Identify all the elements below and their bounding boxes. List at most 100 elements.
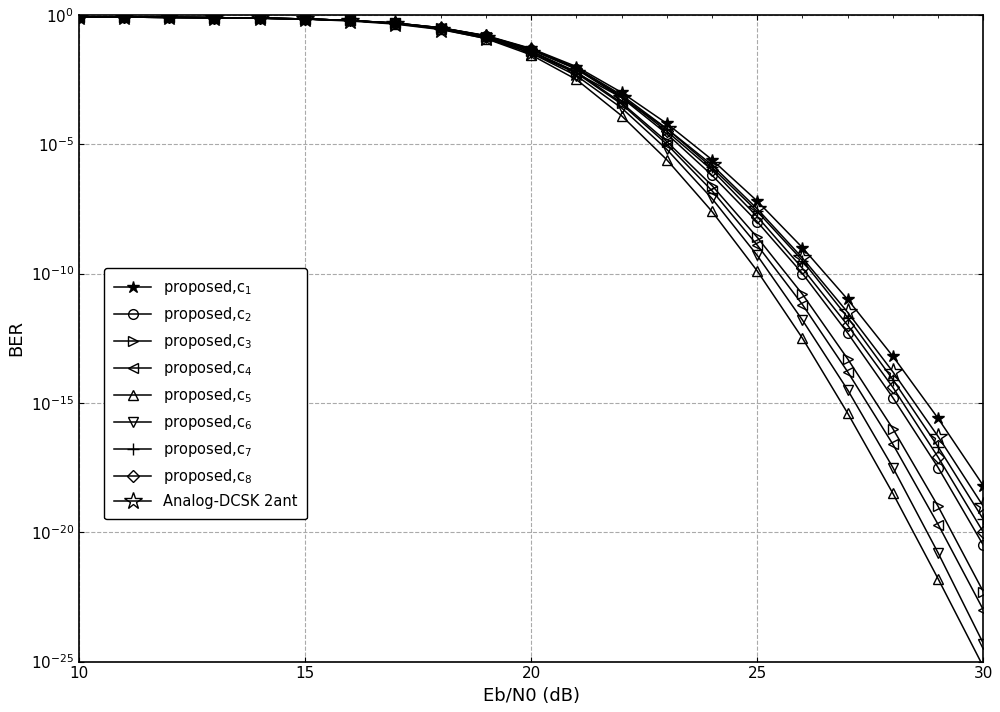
Line: Analog-DCSK 2ant: Analog-DCSK 2ant — [70, 8, 992, 515]
proposed,c$_8$ — [887, 383, 899, 392]
proposed,c$_7$ — [706, 163, 718, 172]
proposed,c$_8$ — [616, 92, 628, 100]
proposed,c$_5$ — [208, 14, 220, 22]
Analog-DCSK 2ant — [299, 15, 311, 23]
Analog-DCSK 2ant — [163, 13, 175, 21]
proposed,c$_6$ — [525, 49, 537, 58]
Analog-DCSK 2ant — [796, 253, 808, 262]
proposed,c$_1$ — [299, 15, 311, 23]
proposed,c$_1$ — [706, 155, 718, 164]
proposed,c$_8$ — [525, 45, 537, 53]
proposed,c$_5$ — [480, 34, 492, 43]
proposed,c$_1$ — [977, 481, 989, 490]
proposed,c$_6$ — [344, 16, 356, 25]
proposed,c$_4$ — [616, 100, 628, 108]
proposed,c$_3$ — [661, 137, 673, 146]
proposed,c$_2$ — [163, 13, 175, 21]
proposed,c$_1$ — [480, 31, 492, 40]
proposed,c$_2$ — [932, 464, 944, 472]
Analog-DCSK 2ant — [208, 14, 220, 22]
proposed,c$_1$ — [932, 414, 944, 423]
proposed,c$_8$ — [751, 212, 763, 221]
proposed,c$_2$ — [570, 65, 582, 73]
proposed,c$_4$ — [435, 24, 447, 33]
proposed,c$_7$ — [344, 16, 356, 25]
Analog-DCSK 2ant — [254, 14, 266, 23]
proposed,c$_3$ — [525, 47, 537, 56]
proposed,c$_4$ — [887, 440, 899, 449]
proposed,c$_7$ — [751, 207, 763, 216]
proposed,c$_4$ — [208, 14, 220, 22]
proposed,c$_4$ — [389, 19, 401, 28]
proposed,c$_6$ — [299, 15, 311, 23]
proposed,c$_6$ — [887, 464, 899, 472]
proposed,c$_8$ — [73, 13, 85, 21]
proposed,c$_6$ — [435, 24, 447, 33]
proposed,c$_4$ — [299, 15, 311, 23]
proposed,c$_1$ — [118, 13, 130, 21]
proposed,c$_8$ — [208, 14, 220, 22]
proposed,c$_5$ — [842, 409, 854, 417]
proposed,c$_5$ — [118, 13, 130, 21]
proposed,c$_5$ — [977, 663, 989, 671]
Analog-DCSK 2ant — [118, 13, 130, 21]
proposed,c$_2$ — [525, 46, 537, 54]
Y-axis label: BER: BER — [7, 320, 25, 356]
proposed,c$_8$ — [344, 16, 356, 25]
proposed,c$_8$ — [796, 264, 808, 273]
proposed,c$_6$ — [73, 13, 85, 21]
proposed,c$_7$ — [163, 13, 175, 21]
X-axis label: Eb/N0 (dB): Eb/N0 (dB) — [483, 687, 580, 705]
proposed,c$_4$ — [525, 47, 537, 56]
proposed,c$_1$ — [525, 44, 537, 53]
Analog-DCSK 2ant — [73, 13, 85, 21]
Analog-DCSK 2ant — [525, 49, 537, 58]
proposed,c$_4$ — [706, 187, 718, 195]
proposed,c$_2$ — [751, 217, 763, 226]
proposed,c$_3$ — [389, 19, 401, 28]
Analog-DCSK 2ant — [706, 161, 718, 169]
proposed,c$_4$ — [751, 241, 763, 249]
proposed,c$_2$ — [480, 32, 492, 41]
proposed,c$_2$ — [208, 14, 220, 22]
proposed,c$_6$ — [163, 13, 175, 21]
proposed,c$_4$ — [118, 13, 130, 21]
proposed,c$_8$ — [932, 453, 944, 461]
proposed,c$_2$ — [796, 269, 808, 278]
proposed,c$_2$ — [73, 13, 85, 21]
Analog-DCSK 2ant — [977, 502, 989, 511]
proposed,c$_4$ — [163, 13, 175, 21]
proposed,c$_6$ — [932, 549, 944, 557]
proposed,c$_3$ — [118, 13, 130, 21]
proposed,c$_7$ — [977, 515, 989, 523]
proposed,c$_5$ — [344, 16, 356, 25]
proposed,c$_7$ — [208, 14, 220, 22]
proposed,c$_1$ — [796, 244, 808, 252]
proposed,c$_8$ — [480, 32, 492, 41]
proposed,c$_6$ — [842, 386, 854, 394]
proposed,c$_8$ — [118, 13, 130, 21]
proposed,c$_5$ — [73, 13, 85, 21]
proposed,c$_1$ — [254, 14, 266, 23]
proposed,c$_1$ — [751, 197, 763, 205]
proposed,c$_6$ — [480, 33, 492, 42]
proposed,c$_4$ — [796, 300, 808, 309]
Line: proposed,c$_6$: proposed,c$_6$ — [74, 12, 988, 649]
proposed,c$_5$ — [616, 112, 628, 120]
Analog-DCSK 2ant — [616, 93, 628, 102]
proposed,c$_7$ — [73, 13, 85, 21]
Analog-DCSK 2ant — [570, 69, 582, 78]
proposed,c$_3$ — [163, 13, 175, 21]
proposed,c$_8$ — [706, 166, 718, 174]
proposed,c$_4$ — [661, 140, 673, 148]
proposed,c$_6$ — [254, 14, 266, 23]
proposed,c$_6$ — [977, 639, 989, 648]
proposed,c$_3$ — [977, 587, 989, 596]
proposed,c$_4$ — [73, 13, 85, 21]
proposed,c$_6$ — [616, 104, 628, 112]
proposed,c$_2$ — [616, 93, 628, 102]
Line: proposed,c$_7$: proposed,c$_7$ — [73, 11, 990, 525]
proposed,c$_3$ — [435, 24, 447, 33]
proposed,c$_6$ — [706, 194, 718, 203]
Analog-DCSK 2ant — [480, 34, 492, 43]
